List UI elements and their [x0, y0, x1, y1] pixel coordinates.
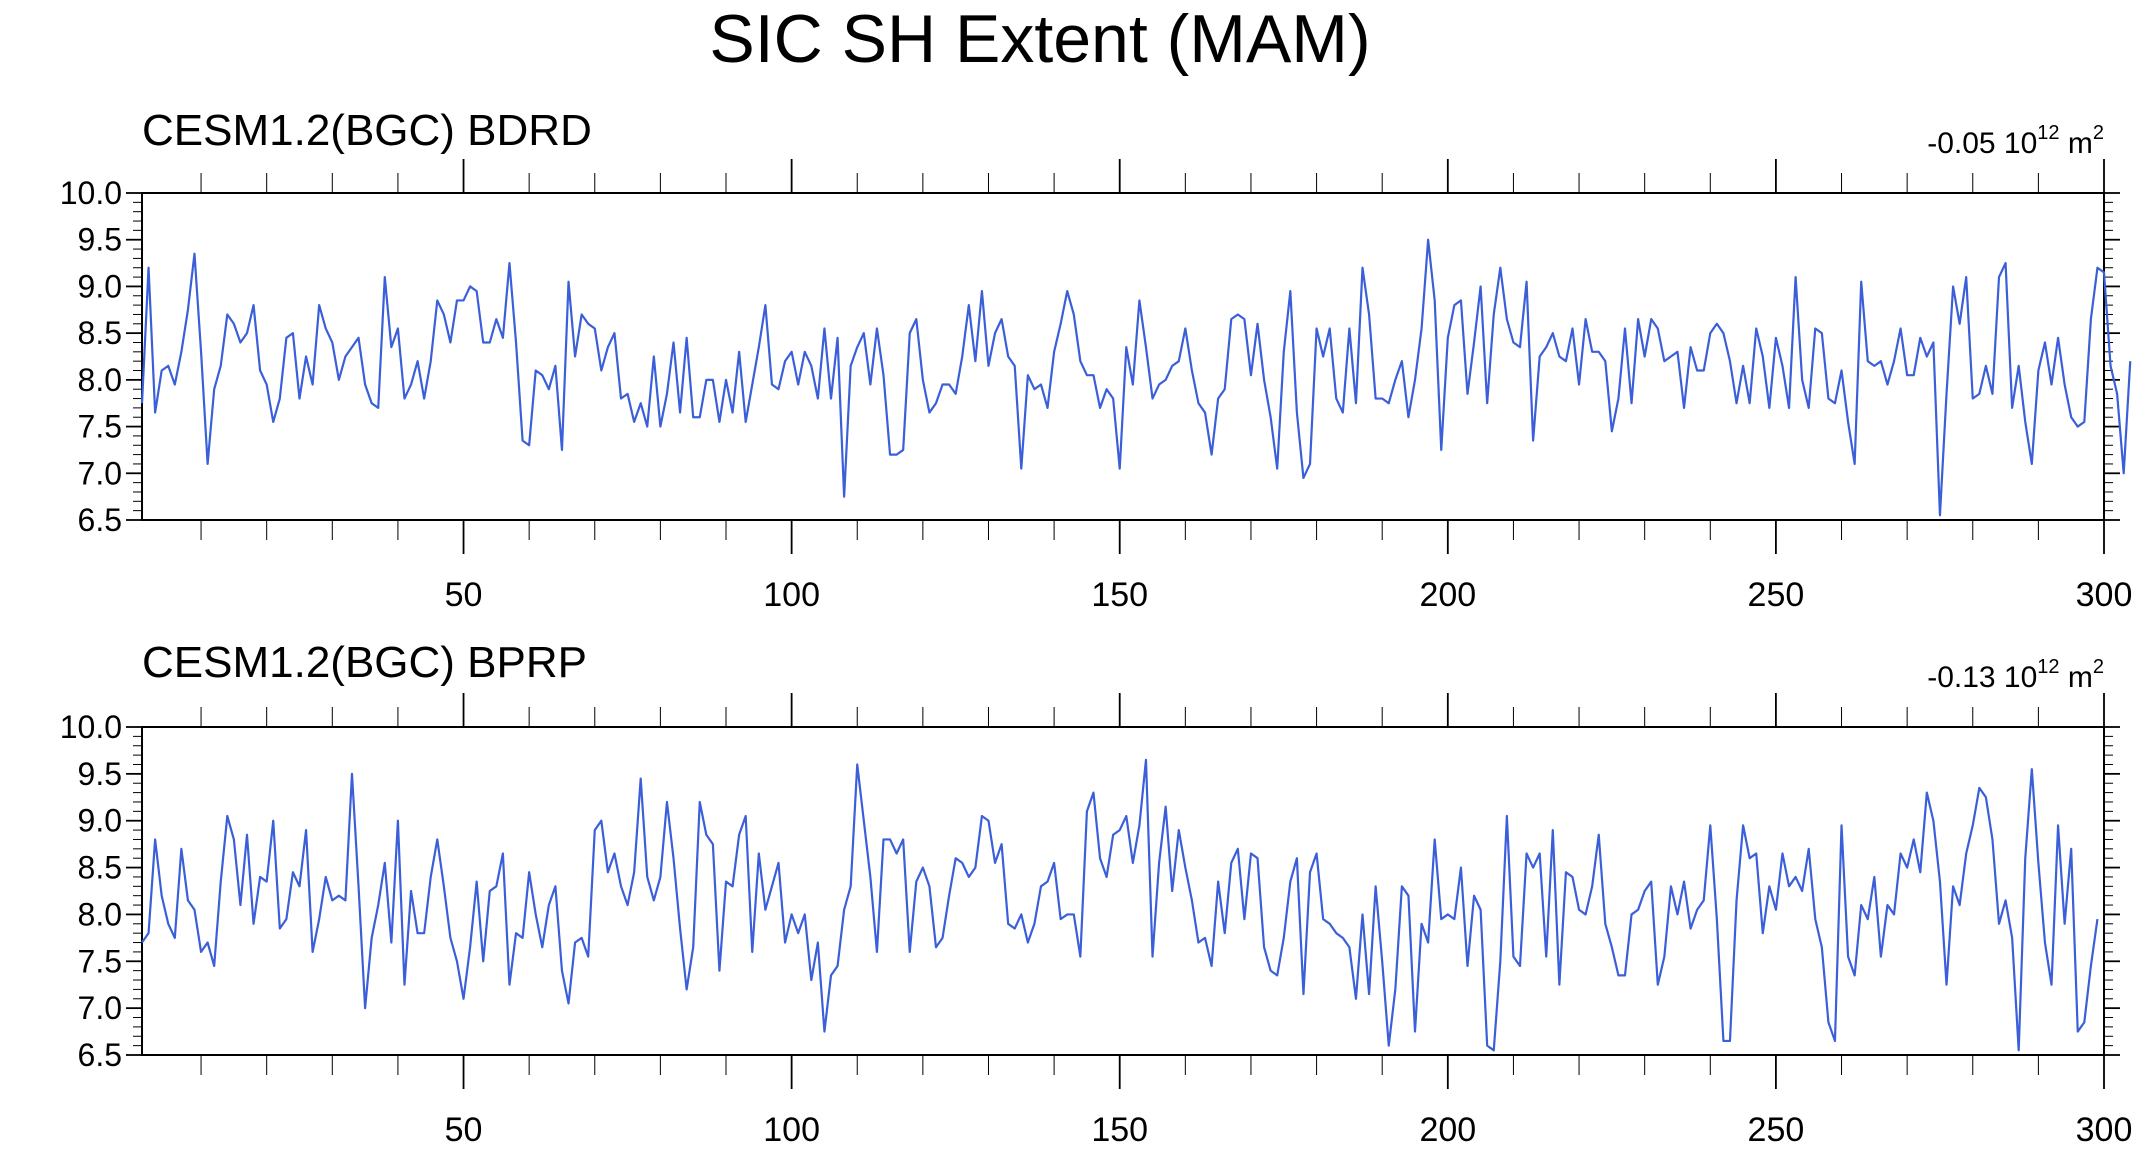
panel-subtitle: CESM1.2(BGC) BPRP [142, 638, 587, 687]
y-tick-label: 9.5 [78, 222, 122, 258]
trend-annotation: -0.05 1012 m2 [1927, 122, 2104, 160]
x-tick-label: 250 [1748, 1111, 1805, 1149]
x-tick-label: 300 [2076, 1111, 2133, 1149]
x-tick-label: 50 [445, 1111, 483, 1149]
x-tick-label: 200 [1419, 1111, 1476, 1149]
plot-frame [141, 192, 2105, 521]
chart-title: SIC SH Extent (MAM) [709, 1, 1370, 77]
y-tick-label: 9.0 [78, 268, 122, 304]
y-tick-label: 8.0 [78, 896, 122, 932]
x-tick-label: 150 [1091, 576, 1148, 614]
trend-annotation: -0.13 1012 m2 [1927, 656, 2104, 694]
y-tick-label: 7.5 [78, 943, 122, 979]
y-tick-label: 6.5 [78, 1037, 122, 1073]
y-tick-label: 9.5 [78, 756, 122, 792]
y-tick-label: 8.0 [78, 362, 122, 398]
y-tick-label: 7.5 [78, 409, 122, 445]
panel-subtitle: CESM1.2(BGC) BDRD [142, 106, 592, 155]
series-line [140, 238, 2132, 517]
panel-1: CESM1.2(BGC) BDRD -0.05 1012 m2 10.0 9.5 9.0… [60, 106, 2133, 614]
x-tick-label: 100 [763, 576, 820, 614]
x-tick-label: 200 [1419, 576, 1476, 614]
chart-panels: CESM1.2(BGC) BDRD -0.05 1012 m2 10.0 9.5 9.0… [60, 106, 2133, 1149]
y-tick-label: 8.5 [78, 850, 122, 886]
x-tick-label: 300 [2076, 576, 2133, 614]
plot-frame [141, 726, 2105, 1056]
y-tick-label: 10.0 [60, 709, 122, 745]
series-line [141, 758, 2099, 1052]
y-tick-label: 6.5 [78, 502, 122, 538]
y-tick-label: 9.0 [78, 803, 122, 839]
y-tick-label: 7.0 [78, 990, 122, 1026]
panel-2: CESM1.2(BGC) BPRP -0.13 1012 m2 10.0 9.5 9.0… [60, 638, 2133, 1149]
y-tick-label: 7.0 [78, 455, 122, 491]
y-tick-label: 10.0 [60, 175, 122, 211]
x-tick-label: 150 [1091, 1111, 1148, 1149]
x-tick-label: 50 [445, 576, 483, 614]
x-tick-label: 250 [1748, 576, 1805, 614]
x-tick-label: 100 [763, 1111, 820, 1149]
y-tick-label: 8.5 [78, 315, 122, 351]
